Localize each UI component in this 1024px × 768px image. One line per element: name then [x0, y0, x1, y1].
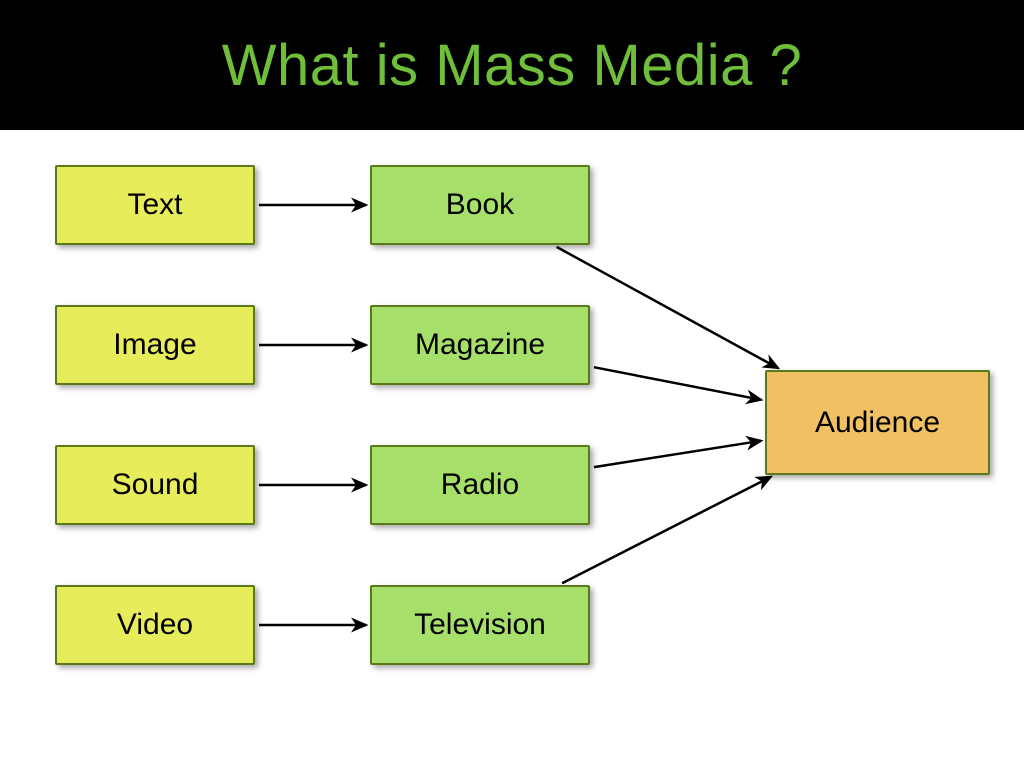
- diagram-area: Text Image Sound Video Book Magazine Radio Tele…: [0, 130, 1024, 768]
- node-label-television: Television: [414, 608, 546, 642]
- edge-television-to-audience: [562, 477, 771, 583]
- node-radio: Radio: [370, 445, 590, 525]
- node-label-audience: Audience: [815, 406, 940, 440]
- node-label-magazine: Magazine: [415, 328, 545, 362]
- node-image: Image: [55, 305, 255, 385]
- node-audience: Audience: [765, 370, 990, 475]
- node-label-text: Text: [127, 188, 182, 222]
- node-magazine: Magazine: [370, 305, 590, 385]
- node-sound: Sound: [55, 445, 255, 525]
- edge-radio-to-audience: [594, 441, 761, 467]
- node-label-sound: Sound: [112, 468, 199, 502]
- node-label-image: Image: [113, 328, 196, 362]
- edge-magazine-to-audience: [594, 367, 761, 400]
- node-text: Text: [55, 165, 255, 245]
- node-book: Book: [370, 165, 590, 245]
- title-bar: What is Mass Media ?: [0, 0, 1024, 130]
- node-label-radio: Radio: [441, 468, 519, 502]
- node-label-book: Book: [446, 188, 514, 222]
- node-label-video: Video: [117, 608, 193, 642]
- node-video: Video: [55, 585, 255, 665]
- node-television: Television: [370, 585, 590, 665]
- slide-title: What is Mass Media ?: [222, 32, 803, 99]
